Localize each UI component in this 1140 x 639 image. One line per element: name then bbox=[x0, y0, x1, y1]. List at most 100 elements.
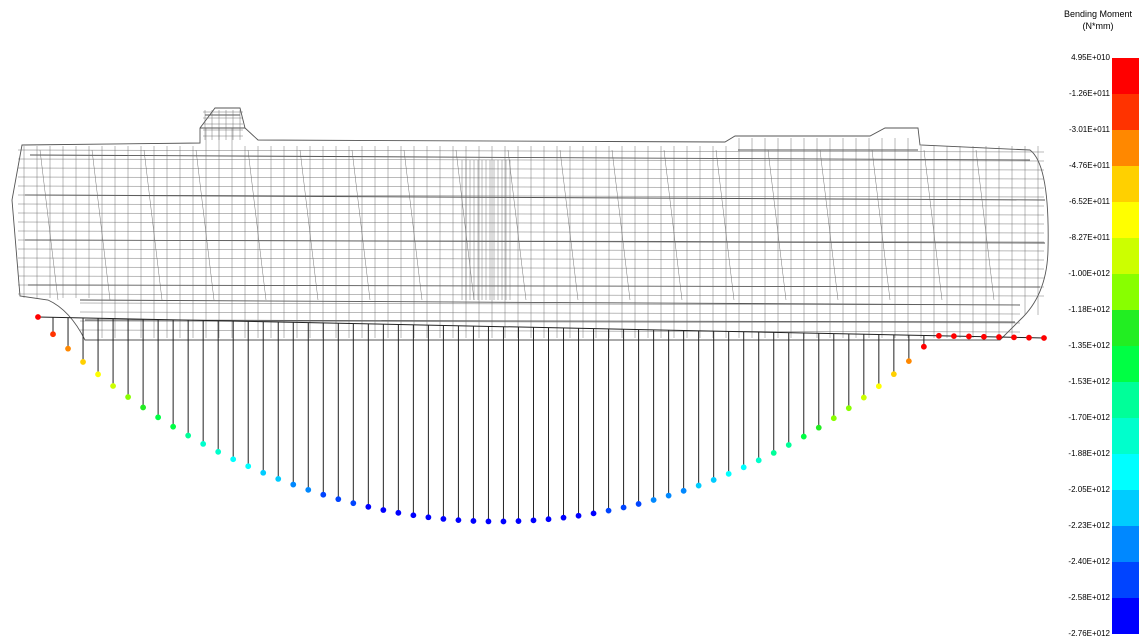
bending-moment-point bbox=[1026, 334, 1032, 341]
legend-swatch bbox=[1112, 346, 1139, 382]
legend-swatch bbox=[1112, 598, 1139, 634]
legend-label: -1.00E+012 bbox=[1068, 269, 1110, 278]
bending-moment-point bbox=[1041, 335, 1047, 341]
bending-moment-point bbox=[680, 487, 687, 494]
legend-label: -1.26E+011 bbox=[1069, 89, 1110, 98]
bending-moment-point bbox=[440, 515, 447, 522]
bending-moment-point bbox=[1011, 334, 1017, 341]
hull-frame-member bbox=[403, 149, 423, 301]
legend-swatch bbox=[1112, 274, 1139, 310]
legend-label: -1.18E+012 bbox=[1068, 305, 1110, 314]
hull-frame-member bbox=[507, 149, 527, 301]
hull-frame-member bbox=[559, 149, 579, 301]
bending-moment-point bbox=[335, 496, 342, 503]
bending-moment-point bbox=[380, 507, 387, 513]
bending-moment-point bbox=[575, 512, 582, 519]
legend-label: -6.52E+011 bbox=[1069, 197, 1110, 206]
bending-moment-point bbox=[710, 477, 717, 483]
legend-swatch bbox=[1112, 382, 1139, 418]
hull-frame-member bbox=[17, 275, 1045, 279]
bending-moment-point bbox=[815, 424, 822, 431]
bending-moment-point bbox=[830, 415, 837, 422]
bending-moment-point bbox=[920, 343, 927, 350]
legend-swatch bbox=[1112, 418, 1139, 454]
hull-frame-member bbox=[663, 149, 683, 301]
legend-label: -1.35E+012 bbox=[1068, 341, 1110, 350]
hull-frame-member bbox=[17, 176, 1045, 180]
bending-moment-point bbox=[80, 359, 86, 365]
bending-moment-point bbox=[485, 518, 492, 525]
hull-frame-member bbox=[91, 149, 111, 301]
bending-moment-point bbox=[245, 463, 252, 470]
bending-moment-point bbox=[650, 497, 657, 503]
hull-frame-member bbox=[195, 149, 215, 301]
bending-moment-point bbox=[935, 332, 942, 339]
bending-moment-point bbox=[305, 486, 312, 493]
bending-moment-point bbox=[260, 469, 267, 476]
bending-moment-point bbox=[65, 345, 71, 352]
bending-moment-point bbox=[290, 481, 297, 488]
hull-frame-member bbox=[17, 203, 1045, 207]
legend-label: -2.58E+012 bbox=[1068, 593, 1110, 602]
legend-label: -2.40E+012 bbox=[1068, 557, 1110, 566]
bending-moment-point bbox=[635, 501, 642, 507]
hull-frame-member bbox=[871, 149, 891, 301]
hull-frame-member bbox=[17, 167, 1045, 171]
hull-frame-member bbox=[17, 257, 1045, 261]
hull-frame-member bbox=[17, 185, 1045, 189]
hull-frame-member bbox=[17, 266, 1045, 270]
bending-moment-point bbox=[125, 394, 131, 400]
hull-frame-member bbox=[455, 149, 475, 301]
bending-moment-point bbox=[455, 517, 462, 524]
legend-swatch bbox=[1112, 94, 1139, 130]
bending-moment-point bbox=[530, 517, 537, 524]
bending-moment-point bbox=[845, 405, 852, 412]
bending-moment-point bbox=[785, 442, 792, 448]
legend-label: -4.76E+011 bbox=[1069, 161, 1110, 170]
bending-moment-point bbox=[410, 512, 417, 519]
hull-frame-member bbox=[17, 239, 1045, 243]
legend-label: -1.70E+012 bbox=[1068, 413, 1110, 422]
legend-swatch bbox=[1112, 562, 1139, 598]
hull-frame-member bbox=[17, 158, 1045, 162]
diagram-baseline-line bbox=[37, 316, 1045, 339]
bending-moment-point bbox=[665, 492, 672, 499]
bending-moment-point bbox=[140, 404, 147, 411]
legend-swatch bbox=[1112, 454, 1139, 490]
bending-moment-point bbox=[740, 464, 747, 471]
legend-title: Bending Moment (N*mm) bbox=[1056, 8, 1140, 32]
hull-frame-member bbox=[17, 230, 1045, 234]
hull-frame-member bbox=[79, 311, 1021, 315]
bending-moment-point bbox=[200, 441, 207, 447]
bending-moment-point bbox=[770, 449, 777, 456]
bending-moment-point bbox=[395, 509, 402, 516]
hull-frame-member bbox=[247, 149, 267, 301]
bending-moment-point bbox=[590, 510, 597, 517]
legend-swatch bbox=[1112, 58, 1139, 94]
bending-moment-point bbox=[875, 383, 882, 390]
legend-title-line1: Bending Moment bbox=[1063, 9, 1133, 19]
hull-frame-member bbox=[17, 194, 1045, 198]
bending-moment-point bbox=[155, 414, 162, 421]
bending-moment-stems bbox=[52, 317, 925, 522]
bending-moment-point bbox=[725, 470, 732, 477]
bending-moment-point bbox=[95, 371, 101, 378]
legend-swatch bbox=[1112, 310, 1139, 346]
bending-moment-point bbox=[860, 394, 867, 401]
bending-moment-point bbox=[951, 333, 957, 340]
hull-frame-member bbox=[923, 149, 943, 301]
bending-moment-point bbox=[215, 448, 222, 455]
bending-moment-point bbox=[966, 333, 972, 340]
hull-frame-member bbox=[17, 212, 1045, 216]
bending-moment-point bbox=[890, 371, 897, 378]
hull-frame-grid bbox=[17, 110, 1045, 338]
hull-frame-member bbox=[17, 149, 1045, 153]
legend-swatch bbox=[1112, 238, 1139, 274]
hull-frame-member bbox=[79, 329, 1021, 333]
legend-label: -1.88E+012 bbox=[1068, 449, 1110, 458]
bending-moment-point bbox=[620, 504, 627, 511]
bending-moment-point bbox=[800, 433, 807, 440]
bending-moment-point bbox=[275, 475, 282, 482]
